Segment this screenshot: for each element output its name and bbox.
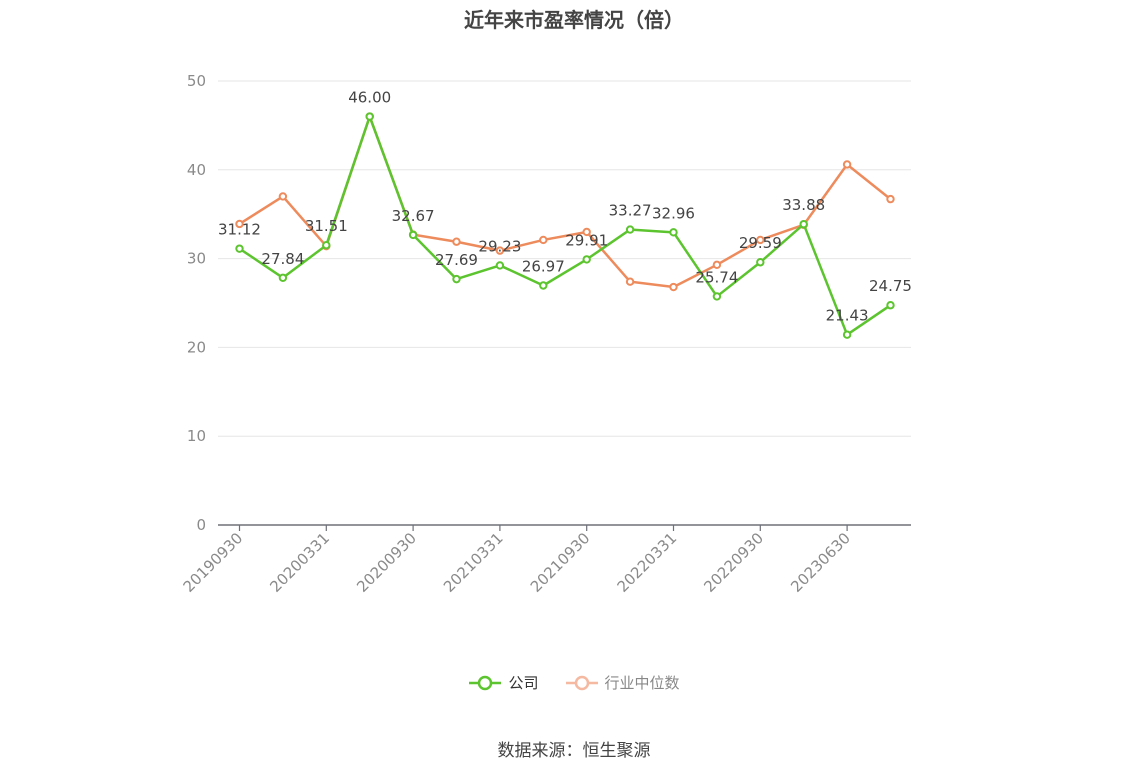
series-1-point-20211231 xyxy=(625,277,635,286)
y-tick-label-20: 20 xyxy=(187,338,206,356)
y-tick-label-0: 0 xyxy=(196,516,206,534)
series-0-point-20211231 xyxy=(625,225,635,234)
x-tick-label-20200930: 20200930 xyxy=(353,529,420,596)
x-tick-label-20220930: 20220930 xyxy=(700,529,767,596)
series-1-point-20210930 xyxy=(582,227,591,237)
data-label-20200331: 31.51 xyxy=(305,217,348,235)
legend-item-company[interactable]: 公司 xyxy=(468,672,539,693)
series-0-point-20191231 xyxy=(278,273,288,282)
series-1-point-20220331 xyxy=(669,282,678,292)
x-axis: 20190930 20200331 20200930 20210331 20210930… xyxy=(180,524,911,596)
data-label-20210930: 29.91 xyxy=(565,231,608,249)
series-0-point-20230630 xyxy=(842,330,852,339)
series-1-point-20191231 xyxy=(278,192,288,201)
legend-industry-icon xyxy=(565,675,598,690)
y-axis: 0 10 20 30 40 50 xyxy=(187,72,206,534)
series-0-point-20190930 xyxy=(235,244,244,253)
x-tick-label-20230630: 20230630 xyxy=(787,529,854,596)
series-0-point-20220930 xyxy=(756,258,765,267)
x-tick-label-20210331: 20210331 xyxy=(440,529,507,596)
data-label-20210331: 29.23 xyxy=(478,237,521,255)
series-1-point-20201231 xyxy=(452,237,461,246)
x-tick-label-20200331: 20200331 xyxy=(266,529,333,596)
series-layer xyxy=(235,112,895,339)
legend-item-industry[interactable]: 行业中位数 xyxy=(565,672,680,693)
series-0-point-20220331 xyxy=(669,228,678,237)
series-0-point-20221231 xyxy=(799,219,808,229)
data-label-20230930: 24.75 xyxy=(869,277,912,295)
series-0-point-20200331 xyxy=(322,240,331,250)
data-label-20200930: 32.67 xyxy=(392,207,435,225)
data-label-20211231: 33.27 xyxy=(609,202,652,220)
legend-label-company: 公司 xyxy=(508,674,539,692)
x-tick-label-20190930: 20190930 xyxy=(180,529,247,596)
y-tick-label-40: 40 xyxy=(187,161,206,179)
series-1-point-20230930 xyxy=(886,194,895,204)
series-0-point-20210930 xyxy=(582,255,591,264)
legend-company-icon xyxy=(469,675,502,690)
data-label-20191231: 27.84 xyxy=(261,250,304,268)
data-label-20200630: 46.00 xyxy=(348,89,391,107)
series-1-point-20220630 xyxy=(712,260,722,270)
data-label-20201231: 27.69 xyxy=(435,251,478,269)
source-note: 数据来源：恒生聚源 xyxy=(497,741,651,761)
series-1-point-20190930 xyxy=(235,219,244,229)
series-0-point-20220630 xyxy=(712,292,722,301)
data-label-20220630: 25.74 xyxy=(695,268,738,286)
data-label-20220930: 29.59 xyxy=(739,234,782,252)
y-tick-label-30: 30 xyxy=(187,250,206,268)
series-0-point-20200930 xyxy=(408,230,418,240)
series-0-point-20210630 xyxy=(539,281,548,290)
data-label-20220331: 32.96 xyxy=(652,204,695,222)
series-0-point-20230930 xyxy=(886,301,895,310)
grid-lines xyxy=(218,80,911,437)
chart-title: 近年来市盈率情况（倍） xyxy=(464,8,684,32)
chart-plot: 0 10 20 30 40 50 20190930 20200331 20200930 2021… xyxy=(180,72,912,596)
x-tick-label-20220331: 20220331 xyxy=(614,529,681,596)
series-1-point-20230630 xyxy=(842,160,852,169)
data-label-20221231: 33.88 xyxy=(782,196,825,214)
series-0-point-20200630 xyxy=(365,112,374,121)
data-label-20190930: 31.12 xyxy=(218,221,261,239)
series-0-point-20201231 xyxy=(452,274,461,284)
data-label-20210630: 26.97 xyxy=(522,258,565,276)
data-label-20230630: 21.43 xyxy=(826,307,869,325)
series-line-0 xyxy=(238,115,892,336)
x-tick-label-20210930: 20210930 xyxy=(527,529,594,596)
series-1-point-20220930 xyxy=(756,235,765,245)
legend-label-industry: 行业中位数 xyxy=(604,674,680,692)
series-0-point-20210331 xyxy=(495,261,505,270)
y-tick-label-50: 50 xyxy=(187,72,206,90)
legend: 公司 行业中位数 xyxy=(0,672,1148,693)
series-1-point-20210331 xyxy=(495,246,505,255)
y-tick-label-10: 10 xyxy=(187,427,206,445)
series-1-point-20210630 xyxy=(539,235,548,245)
